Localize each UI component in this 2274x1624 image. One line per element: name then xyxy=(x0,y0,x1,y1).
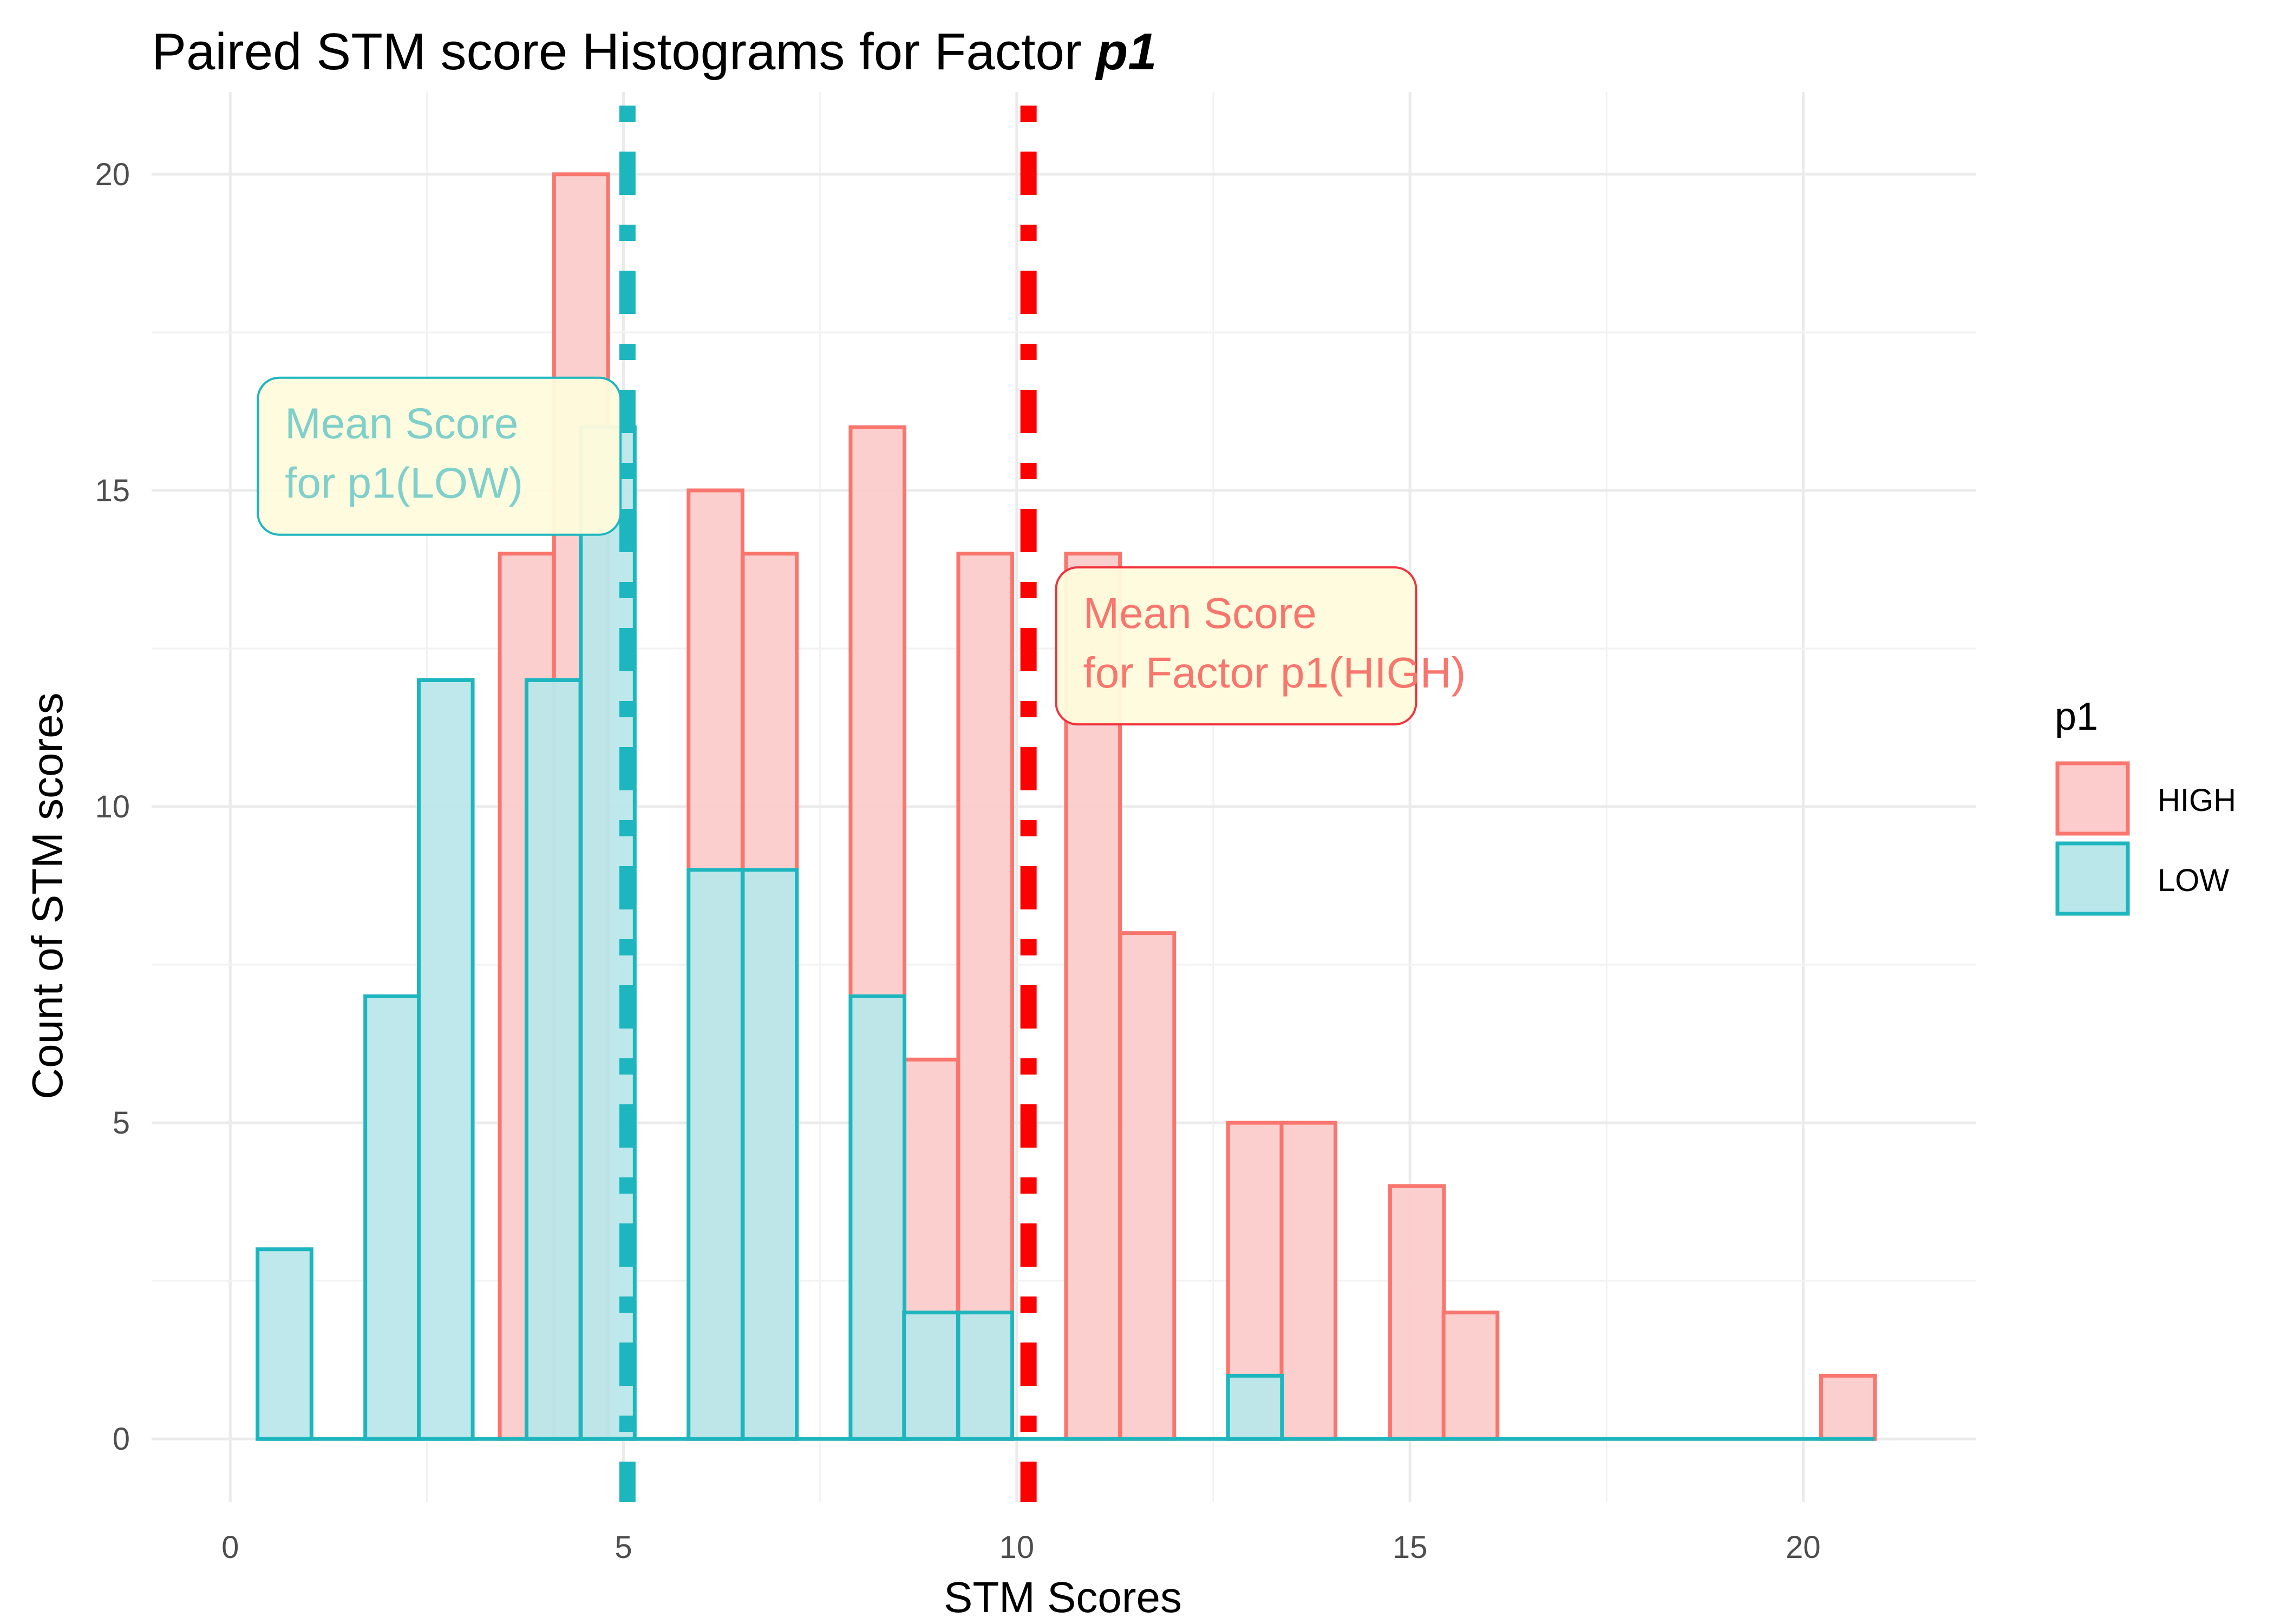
tick-labels: 0 5 10 15 20 0 5 10 15 20 xyxy=(95,157,1820,1565)
bar-low xyxy=(256,1247,313,1441)
legend-key-low xyxy=(2055,841,2130,916)
y-axis-title: Count of STM scores xyxy=(23,692,71,1099)
bar-low xyxy=(416,678,475,1441)
x-tick-label: 10 xyxy=(999,1530,1035,1565)
series-low xyxy=(256,425,1875,1441)
y-tick-label: 20 xyxy=(95,157,130,192)
legend-label-high: HIGH xyxy=(2158,783,2236,818)
annotation-line2: for Factor p1(HIGH) xyxy=(1083,649,1466,697)
x-tick-label: 0 xyxy=(221,1530,239,1565)
x-axis-title: STM Scores xyxy=(944,1573,1182,1621)
bar-high xyxy=(1118,931,1177,1441)
x-tick-label: 5 xyxy=(615,1530,632,1565)
annotation-line1: Mean Score xyxy=(285,400,518,448)
y-tick-label: 15 xyxy=(95,473,130,508)
annotation-high: Mean Score for Factor p1(HIGH) xyxy=(1055,566,1466,726)
annotation-line1: Mean Score xyxy=(1083,589,1316,637)
bar-high xyxy=(1819,1373,1877,1441)
bar-low xyxy=(687,868,744,1441)
bar-low xyxy=(956,1311,1015,1441)
bar-low xyxy=(1226,1373,1284,1441)
bar-high xyxy=(1441,1311,1500,1441)
bar-low xyxy=(363,994,421,1441)
bar-low xyxy=(848,994,907,1441)
bar-low xyxy=(579,425,637,1441)
bar-high xyxy=(1388,1184,1446,1441)
bar-low xyxy=(741,868,799,1441)
legend-key-high xyxy=(2055,761,2130,836)
y-tick-label: 10 xyxy=(95,789,130,824)
legend-label-low: LOW xyxy=(2158,863,2229,898)
bar-high xyxy=(1279,1121,1338,1441)
y-tick-label: 5 xyxy=(113,1105,130,1141)
annotation-low: Mean Score for p1(LOW) xyxy=(257,376,622,536)
bar-low xyxy=(524,678,583,1441)
annotations: Mean Score for p1(LOW) Mean Score for Facto… xyxy=(257,376,1466,726)
annotation-box xyxy=(1055,566,1417,726)
annotation-line2: for p1(LOW) xyxy=(285,459,523,507)
y-tick-label: 0 xyxy=(113,1422,130,1457)
chart-title: Paired STM score Histograms for Factor p… xyxy=(152,23,1156,81)
annotation-box xyxy=(257,376,622,536)
legend: p1 HIGH LOW xyxy=(2055,695,2236,916)
x-tick-label: 20 xyxy=(1786,1530,1821,1565)
bar-high xyxy=(956,552,1015,1441)
legend-title: p1 xyxy=(2055,695,2098,738)
x-tick-label: 15 xyxy=(1393,1530,1428,1565)
bar-low xyxy=(902,1311,960,1441)
